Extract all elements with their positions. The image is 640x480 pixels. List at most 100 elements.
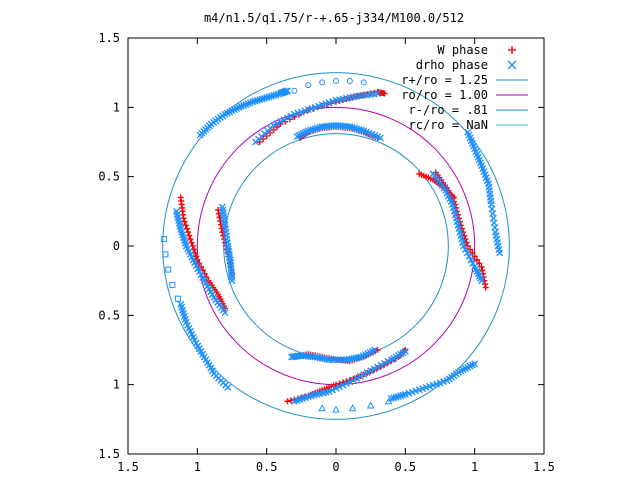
cross-point — [401, 390, 409, 398]
circle-point — [319, 79, 326, 86]
reference-circle — [162, 72, 510, 420]
cross-point — [249, 98, 257, 106]
triangle-point — [332, 405, 340, 413]
cross-point — [394, 392, 402, 400]
legend-label: r-/ro = .81 — [409, 103, 488, 117]
cross-point — [374, 363, 382, 371]
plus-point — [381, 90, 388, 97]
cross-point — [263, 94, 271, 102]
chart-title: m4/n1.5/q1.75/r-+.65-j334/M100.0/512 — [204, 11, 464, 25]
x-tick-label: 1 — [194, 460, 201, 474]
cross-point — [339, 381, 347, 389]
square-point — [169, 281, 176, 288]
cross-point — [465, 252, 473, 260]
cross-point — [270, 92, 278, 100]
plus-point — [461, 232, 468, 239]
x-tick-label: 0 — [332, 460, 339, 474]
cross-point — [270, 121, 278, 129]
cross-point — [273, 120, 281, 128]
cross-point — [221, 309, 229, 317]
cross-point — [287, 112, 295, 120]
y-tick-label: 1 — [113, 378, 120, 392]
cross-point — [376, 134, 384, 142]
cross-point — [390, 394, 398, 402]
cross-point — [224, 383, 232, 391]
x-tick-label: 1.5 — [117, 460, 139, 474]
cross-point — [346, 378, 354, 386]
cross-point — [304, 127, 312, 135]
cross-point — [288, 353, 296, 361]
cross-point — [353, 125, 361, 133]
cross-point — [256, 96, 264, 104]
y-tick-label: 1.5 — [98, 31, 120, 45]
cross-point — [307, 126, 315, 134]
circle-point — [305, 82, 312, 89]
plus-point — [467, 246, 474, 253]
y-tick-label: 1.5 — [98, 447, 120, 461]
data-points — [161, 77, 504, 413]
plus-point — [185, 229, 192, 236]
cross-point — [283, 87, 291, 95]
cross-point — [331, 356, 339, 364]
cross-point — [342, 380, 350, 388]
square-point — [165, 266, 172, 273]
cross-point — [350, 124, 358, 132]
plus-point — [463, 239, 470, 246]
cross-point — [377, 361, 385, 369]
cross-point — [469, 259, 477, 267]
circle-point — [346, 77, 353, 84]
cross-point — [258, 95, 266, 103]
plus-point — [219, 229, 226, 236]
cross-point — [340, 356, 348, 364]
plus-point — [181, 218, 188, 225]
cross-point — [283, 114, 291, 122]
legend-label: drho phase — [416, 58, 488, 72]
cross-point — [309, 126, 317, 134]
cross-point — [335, 383, 343, 391]
cross-point — [463, 249, 471, 257]
cross-point — [478, 277, 486, 285]
y-tick-label: 0 — [113, 239, 120, 253]
legend-label: ro/ro = 1.00 — [401, 88, 488, 102]
reference-circle — [223, 133, 449, 359]
cross-point — [467, 256, 475, 264]
cross-point — [334, 356, 342, 364]
legend-label: W phase — [437, 43, 488, 57]
plus-point — [482, 284, 489, 291]
cross-point — [314, 124, 322, 132]
plus-point — [186, 232, 193, 239]
cross-point — [356, 372, 364, 380]
cross-point — [460, 242, 468, 250]
cross-point — [277, 118, 285, 126]
cross-point — [267, 92, 275, 100]
cross-point — [346, 123, 354, 131]
cross-point — [348, 123, 356, 131]
circle-point — [291, 87, 298, 94]
square-point — [162, 251, 169, 258]
plus-point — [187, 236, 194, 243]
plus-point — [220, 232, 227, 239]
y-tick-label: 0.5 — [98, 170, 120, 184]
y-tick-label: 0.5 — [98, 308, 120, 322]
cross-point — [228, 277, 236, 285]
cross-point — [381, 359, 389, 367]
circle-point — [360, 79, 367, 86]
triangle-point — [318, 404, 326, 412]
triangle-point — [366, 401, 375, 409]
plus-point — [469, 249, 476, 256]
cross-point — [353, 374, 361, 382]
cross-point — [311, 125, 319, 133]
square-point — [161, 236, 168, 243]
cross-point — [374, 89, 382, 97]
cross-point — [392, 393, 400, 401]
cross-point — [357, 126, 365, 134]
cross-point — [337, 356, 345, 364]
cross-point — [260, 94, 268, 102]
legend-label: rc/ro = NaN — [409, 118, 488, 132]
cross-point — [360, 371, 368, 378]
plus-point — [462, 236, 469, 243]
plus-point — [183, 225, 190, 232]
cross-point — [329, 386, 337, 394]
